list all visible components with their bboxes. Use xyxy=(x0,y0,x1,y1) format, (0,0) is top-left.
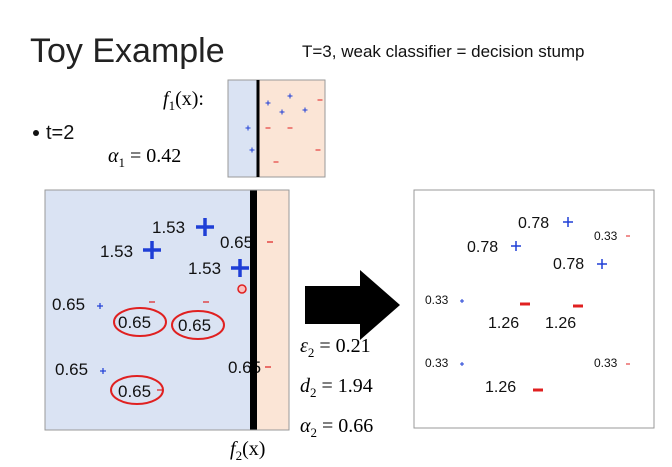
f: f xyxy=(163,88,171,110)
weight-label: 0.65 xyxy=(52,295,85,314)
weight-label: 0.78 xyxy=(467,239,498,256)
weight-label: 0.78 xyxy=(553,256,584,273)
subtitle: T=3, weak classifier = decision stump xyxy=(302,42,585,61)
sub: 2 xyxy=(311,425,318,440)
arrow xyxy=(305,270,400,340)
stump xyxy=(250,190,257,430)
frame xyxy=(227,79,326,178)
sub: 2 xyxy=(236,448,243,463)
weight-label: 1.53 xyxy=(188,259,221,278)
weight-label: 1.26 xyxy=(545,315,576,332)
highlight-circle xyxy=(110,375,164,405)
highlight-circle xyxy=(171,310,225,340)
weight-label: 1.26 xyxy=(485,379,516,396)
rest: = 0.21 xyxy=(314,335,370,357)
weight-label: 0.65 xyxy=(178,316,211,335)
weight-label: 0.65 xyxy=(220,233,253,252)
rest: (x) xyxy=(242,438,265,460)
title: Toy Example xyxy=(30,32,225,70)
sub: 2 xyxy=(308,345,315,360)
sub: 1 xyxy=(169,98,176,113)
f: f xyxy=(230,438,238,460)
weight-label: 0.33 xyxy=(425,293,449,307)
bullet-dot xyxy=(33,130,39,136)
weight-label: 0.33 xyxy=(594,356,618,370)
highlight-circle xyxy=(113,307,167,337)
arrow-shape xyxy=(305,270,400,340)
alpha: α xyxy=(300,415,311,437)
rest: = 1.94 xyxy=(317,375,373,397)
weight-label: 0.65 xyxy=(118,382,151,401)
rest: = 0.66 xyxy=(317,415,373,437)
d2: d2 = 1.94 xyxy=(300,375,373,400)
alpha: α xyxy=(108,145,119,167)
cursor-dot xyxy=(237,284,247,294)
f2-label: f2(x) xyxy=(230,438,265,463)
sub: 1 xyxy=(119,155,126,170)
weight-label: 0.33 xyxy=(425,356,449,370)
region-pos xyxy=(228,80,258,177)
left-plot xyxy=(45,190,289,430)
weight-label: 1.53 xyxy=(152,218,185,237)
weight-label: 1.26 xyxy=(488,315,519,332)
weight-label: 0.65 xyxy=(55,360,88,379)
region-pos xyxy=(45,190,254,430)
d: d xyxy=(300,375,311,397)
eps: ε xyxy=(300,335,308,357)
region-neg xyxy=(254,190,289,430)
rest: (x): xyxy=(175,88,204,110)
weight-label: 0.33 xyxy=(594,229,618,243)
alpha1: α1 = 0.42 xyxy=(108,145,181,170)
right-frame xyxy=(413,189,655,429)
weight-label: 0.65 xyxy=(118,313,151,332)
rest: = 0.42 xyxy=(125,145,181,167)
alpha2: α2 = 0.66 xyxy=(300,415,373,440)
f1-label: f1(x): xyxy=(163,88,204,113)
weight-label: 0.78 xyxy=(518,215,549,232)
weight-label: 1.53 xyxy=(100,242,133,261)
frame xyxy=(44,189,290,431)
epsilon2: ε2 = 0.21 xyxy=(300,335,371,360)
bullet-text: t=2 xyxy=(46,122,74,144)
sub: 2 xyxy=(310,385,317,400)
